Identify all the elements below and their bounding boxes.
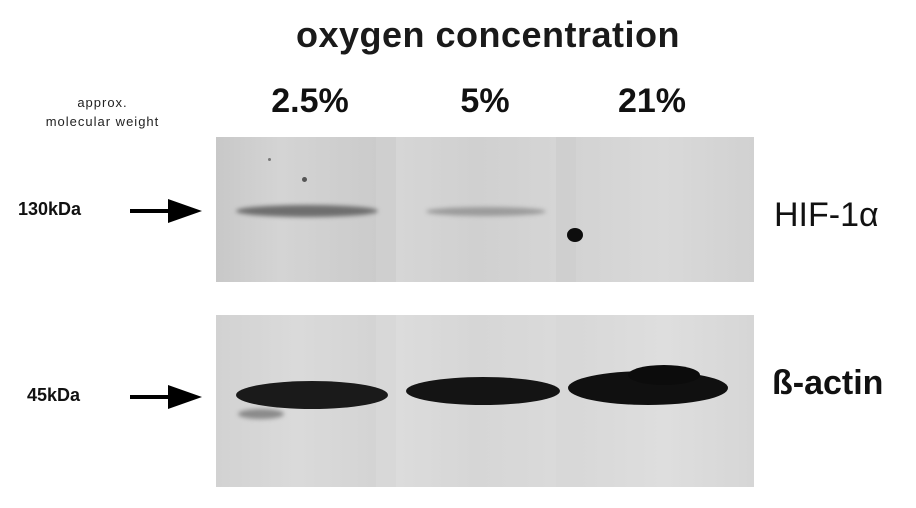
arrow-right-icon [130, 199, 202, 223]
arrow-right-icon [130, 385, 202, 409]
band-actin-5 [406, 377, 560, 405]
band-hif1a-5 [426, 207, 546, 216]
marker-130kda: 130kDa [18, 199, 82, 219]
concentration-label-21: 21% [617, 82, 687, 120]
spot-dark [567, 228, 583, 242]
concentration-label-2-5: 2.5% [271, 82, 349, 120]
marker-45kda: 45kDa [27, 385, 81, 405]
protein-label-beta-actin: ß-actin [772, 364, 884, 402]
blot-hif1a [216, 137, 754, 282]
figure-title: oxygen concentration [295, 14, 681, 55]
protein-label-hif1a: HIF-1α [774, 196, 879, 234]
band-actin-2-5 [236, 381, 388, 409]
mw-note-line2: molecular weight [45, 114, 160, 129]
mw-note-line1: approx. [77, 95, 128, 110]
molecular-weight-note: approx. molecular weight [10, 93, 195, 131]
blot-beta-actin [216, 315, 754, 487]
band-hif1a-2-5 [236, 205, 378, 217]
concentration-label-5: 5% [460, 82, 510, 120]
